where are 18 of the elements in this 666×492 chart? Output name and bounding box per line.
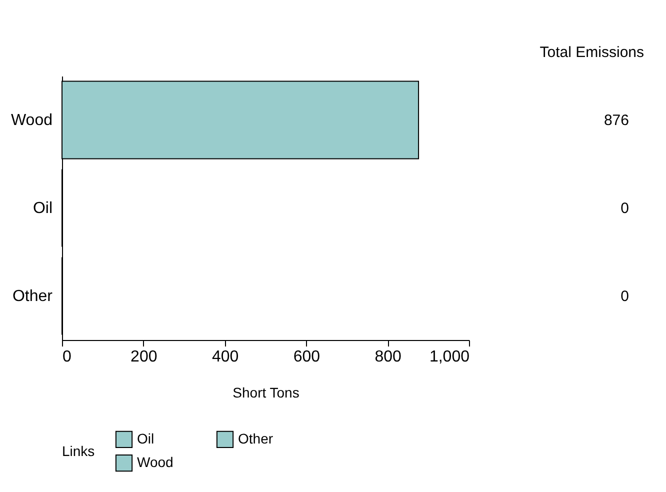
text: 876 [604,112,629,129]
text: Total Emissions [540,44,644,61]
legend-label: Wood [137,454,174,470]
text: 0 [620,288,629,305]
text: 0 [620,200,629,217]
x-tick-label: 400 [212,348,239,366]
x-tick-label: 200 [130,348,158,366]
y-tick-label: Other [12,288,54,305]
x-tick-label: 0 [62,348,72,366]
x-tick-label: 800 [374,348,402,366]
legend-label: Other [238,430,274,446]
x-tick-label: 1,000 [429,348,470,366]
y-tick-label: Oil [32,200,52,217]
y-tick-label: Wood [10,112,52,129]
x-axis-title: Short Tons [232,384,300,400]
legend-title: Links [62,443,95,459]
legend-label: Oil [137,430,154,446]
x-tick-label: 600 [293,348,320,366]
